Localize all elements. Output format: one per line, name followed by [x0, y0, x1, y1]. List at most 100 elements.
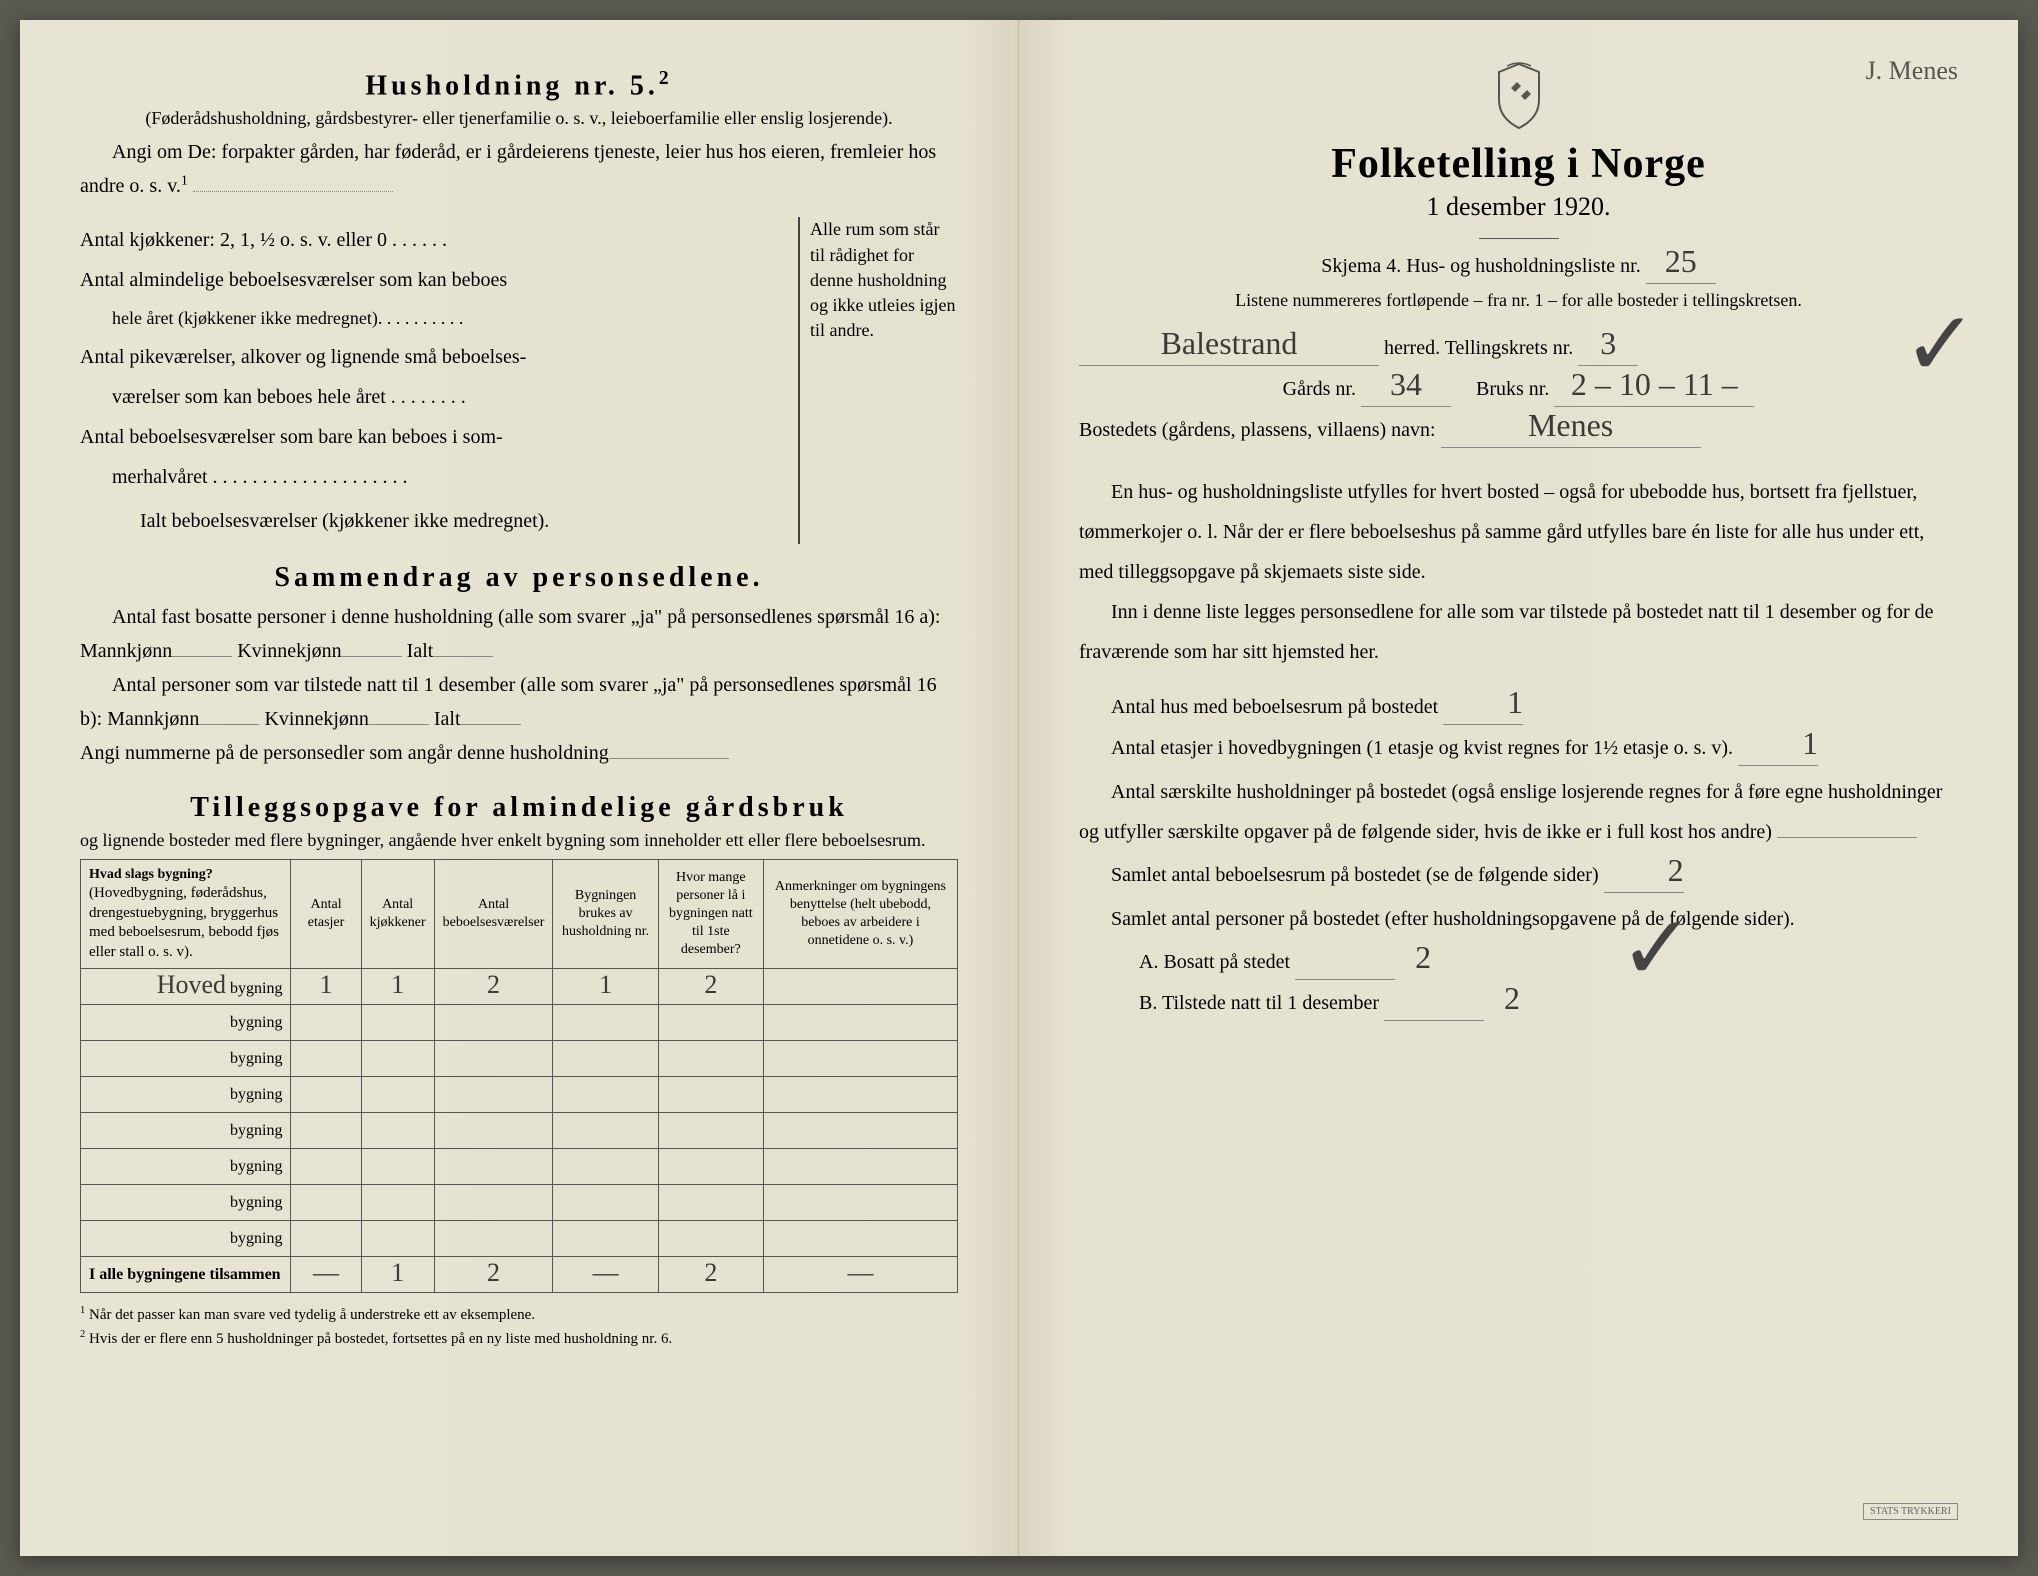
cell: —	[763, 1257, 957, 1293]
qA-value-line: 2	[1295, 945, 1395, 980]
cell: 2	[658, 1257, 763, 1293]
q2-value-line: 1	[1738, 731, 1818, 766]
q5-line: Samlet antal personer på bostedet (efter…	[1079, 899, 1958, 939]
val: —	[593, 1263, 619, 1284]
row1-label: Hoved bygning	[81, 969, 291, 1005]
th1b: (Hovedbygning, føderådshus, drengestueby…	[89, 885, 279, 960]
blank	[342, 656, 402, 657]
cell: 1	[361, 969, 434, 1005]
val: 2	[487, 1263, 500, 1284]
bruk-value: 2 – 10 – 11 –	[1571, 372, 1738, 398]
val: 1	[391, 1263, 404, 1284]
gard-value: 34	[1390, 372, 1422, 398]
date-line: 1 desember 1920.	[1079, 192, 1958, 222]
intro2-sup: 1	[181, 174, 188, 189]
row-suffix: bygning	[230, 980, 282, 997]
val: 1	[391, 975, 404, 996]
skjema-line: Skjema 4. Hus- og husholdningsliste nr. …	[1079, 249, 1958, 284]
bosted-label: Bostedets (gårdens, plassens, villaens) …	[1079, 419, 1436, 441]
list-note: Listene nummereres fortløpende – fra nr.…	[1079, 290, 1958, 311]
bosted-value: Menes	[1528, 413, 1613, 439]
cell: —	[291, 1257, 361, 1293]
row1-prefix: Hoved	[157, 975, 226, 996]
qB-value-line: 2	[1384, 986, 1484, 1021]
th-kjokkener: Antal kjøkkener	[361, 859, 434, 968]
q2-label: Antal etasjer i hovedbygningen (1 etasje…	[1111, 737, 1733, 759]
h1-text: Husholdning nr. 5.	[365, 70, 659, 101]
q1-label: Antal hus med beboelsesrum på bostedet	[1111, 696, 1438, 718]
qB-line: B. Tilstede natt til 1 desember 2	[1079, 986, 1958, 1021]
val: 2	[487, 975, 500, 996]
summary-line2: Antal personer som var tilstede natt til…	[80, 668, 958, 736]
row-label: bygning	[81, 1005, 291, 1041]
row-label: bygning	[81, 1041, 291, 1077]
row-label: bygning	[81, 1149, 291, 1185]
rooms-l5: Ialt beboelsesværelser (kjøkkener ikke m…	[80, 504, 782, 538]
q4-line: Samlet antal beboelsesrum på bostedet (s…	[1079, 858, 1958, 893]
rooms-l4b: merhalvåret . . . . . . . . . . . . . . …	[80, 460, 782, 494]
intro-instruction: Angi om De: forpakter gården, har føderå…	[80, 135, 958, 203]
table-row: bygning	[81, 1221, 958, 1257]
rooms-l4a: Antal beboelsesværelser som bare kan beb…	[80, 420, 782, 454]
gard-label: Gårds nr.	[1283, 378, 1356, 400]
summary-line3: Angi nummerne på de personsedler som ang…	[80, 736, 958, 770]
table-row: bygning	[81, 1149, 958, 1185]
row-label: bygning	[81, 1113, 291, 1149]
fn1-text: Når det passer kan man svare ved tydelig…	[89, 1307, 535, 1323]
table-row: bygning	[81, 1077, 958, 1113]
s1c: Ialt	[407, 640, 434, 662]
skjema-label: Skjema 4. Hus- og husholdningsliste nr.	[1321, 255, 1640, 277]
val: —	[847, 1263, 873, 1284]
row-label: bygning	[81, 1221, 291, 1257]
bosted-line: Bostedets (gårdens, plassens, villaens) …	[1079, 413, 1958, 448]
cell: 1	[553, 969, 658, 1005]
s1a: Antal fast bosatte personer i denne hush…	[80, 606, 941, 662]
q1-line: Antal hus med beboelsesrum på bostedet 1	[1079, 690, 1958, 725]
table-row: bygning	[81, 1005, 958, 1041]
gard-line: Gårds nr. 34 Bruks nr. 2 – 10 – 11 –	[1079, 372, 1958, 407]
tot-label: I alle bygningene tilsammen	[81, 1257, 291, 1293]
herred-label: herred. Tellingskrets nr.	[1384, 337, 1573, 359]
cell: —	[553, 1257, 658, 1293]
q2-line: Antal etasjer i hovedbygningen (1 etasje…	[1079, 731, 1958, 766]
qA-label: A. Bosatt på stedet	[1139, 951, 1290, 973]
row-label: bygning	[81, 1185, 291, 1221]
bruk-label: Bruks nr.	[1476, 378, 1549, 400]
table-row: Hoved bygning 1 1 2 1 2	[81, 969, 958, 1005]
para-2: Inn i denne liste legges personsedlene f…	[1079, 592, 1958, 672]
table-row: bygning	[81, 1041, 958, 1077]
para-1: En hus- og husholdningsliste utfylles fo…	[1079, 472, 1958, 592]
q2-value: 1	[1770, 731, 1818, 757]
th-vaer: Antal beboelsesværelser	[434, 859, 553, 968]
q1-value: 1	[1475, 690, 1523, 716]
s2c: Ialt	[434, 708, 461, 730]
q4-value: 2	[1636, 858, 1684, 884]
herred-value: Balestrand	[1161, 331, 1298, 357]
rooms-side: Alle rum som står til rådighet for denne…	[798, 217, 958, 544]
th-anm: Anmerkninger om bygningens benyttelse (h…	[763, 859, 957, 968]
qB-value: 2	[1444, 986, 1520, 1012]
rooms-l1: Antal kjøkkener: 2, 1, ½ o. s. v. eller …	[80, 223, 782, 257]
cell: 2	[658, 969, 763, 1005]
rooms-l2a: Antal almindelige beboelsesværelser som …	[80, 263, 782, 297]
th-type: Hvad slags bygning? (Hovedbygning, føder…	[81, 859, 291, 968]
h1-sup: 2	[659, 68, 673, 89]
footnotes: 1 Når det passer kan man svare ved tydel…	[80, 1303, 958, 1350]
s1b: Kvinnekjønn	[237, 640, 341, 662]
qB-label: B. Tilstede natt til 1 desember	[1139, 992, 1379, 1014]
blank	[199, 724, 259, 725]
qA-line: A. Bosatt på stedet 2 ✓	[1079, 945, 1958, 980]
cell: 2	[434, 969, 553, 1005]
blank	[369, 724, 429, 725]
blank	[172, 656, 232, 657]
check-mark: ✓	[1903, 301, 1978, 391]
handwritten-annotation: J. Menes	[1866, 56, 1958, 86]
table-row: bygning	[81, 1113, 958, 1149]
rooms-left: Antal kjøkkener: 2, 1, ½ o. s. v. eller …	[80, 217, 782, 544]
bruk-value-line: 2 – 10 – 11 –	[1554, 372, 1754, 407]
val: 2	[704, 975, 717, 996]
s3: Angi nummerne på de personsedler som ang…	[80, 742, 609, 764]
cell	[763, 969, 957, 1005]
skjema-value: 25	[1665, 249, 1697, 275]
krets-value: 3	[1600, 331, 1616, 357]
